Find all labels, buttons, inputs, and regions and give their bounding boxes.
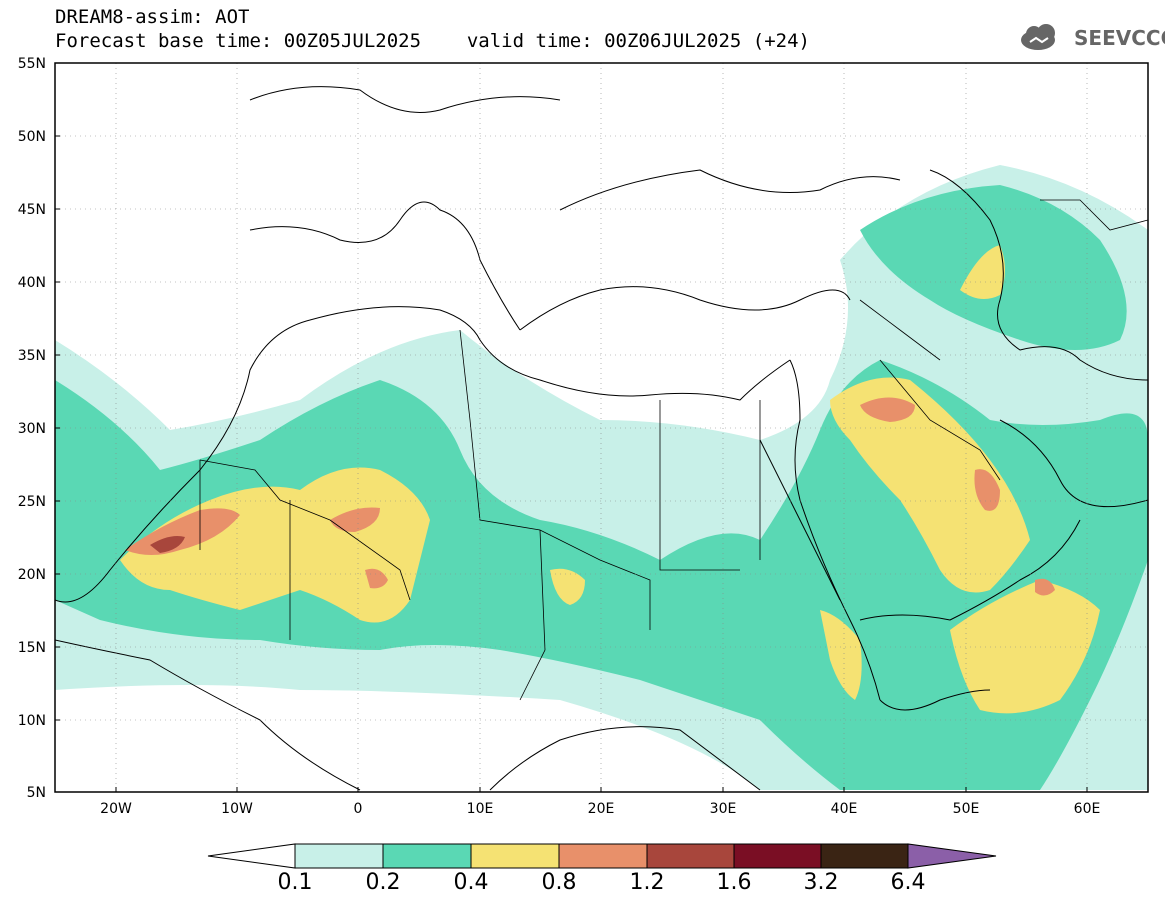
lon-label-40e: 40E: [830, 801, 858, 817]
graticule: [55, 63, 1148, 792]
colorbar-bin-1.6: [733, 843, 822, 869]
colorbar-label-6.4: 6.4: [890, 870, 926, 895]
lat-label-25n: 25N: [17, 494, 46, 510]
lat-label-15n: 15N: [17, 640, 46, 656]
lat-label-55n: 55N: [17, 56, 46, 72]
colorbar-label-0.4: 0.4: [453, 870, 489, 895]
lon-label-20e: 20E: [587, 801, 615, 817]
lat-label-40n: 40N: [17, 275, 46, 291]
colorbar-bin-0.4: [470, 843, 560, 869]
forecast-times: Forecast base time: 00Z05JUL2025 valid t…: [55, 30, 810, 52]
colorbar-bin-0.8: [558, 843, 648, 869]
lon-label-0: 0: [353, 801, 363, 817]
axis-ticks: [55, 135, 1088, 792]
valid-time: valid time: 00Z06JUL2025 (+24): [466, 30, 810, 52]
colorbar-under-arrow: [207, 843, 296, 869]
borders: [199, 199, 1148, 701]
colorbar-bin-1.2: [646, 843, 735, 869]
colorbar-label-1.2: 1.2: [629, 870, 665, 895]
colorbar-bin-3.2: [820, 843, 909, 869]
lon-label-10e: 10E: [466, 801, 494, 817]
seevccc-logo: [1021, 24, 1055, 50]
lon-label-20w: 20W: [100, 801, 132, 817]
lat-label-45n: 45N: [17, 202, 46, 218]
aot-field: [55, 165, 1148, 790]
aot-level-1.2: [150, 536, 185, 553]
colorbar-bin-0.2: [382, 843, 472, 869]
colorbar: [207, 843, 997, 869]
lat-label-35n: 35N: [17, 348, 46, 364]
map-title: DREAM8-assim: AOT: [55, 6, 250, 28]
lat-label-5n: 5N: [26, 785, 46, 801]
lon-label-30e: 30E: [709, 801, 737, 817]
lat-label-50n: 50N: [17, 129, 46, 145]
lat-label-10n: 10N: [17, 713, 46, 729]
lon-label-60e: 60E: [1073, 801, 1101, 817]
lon-label-50e: 50E: [952, 801, 980, 817]
colorbar-label-0.1: 0.1: [277, 870, 313, 895]
cloud-icon: [1021, 24, 1055, 50]
colorbar-label-3.2: 3.2: [803, 870, 839, 895]
lat-label-20n: 20N: [17, 567, 46, 583]
colorbar-over-arrow: [907, 843, 997, 869]
colorbar-label-1.6: 1.6: [716, 870, 752, 895]
lat-label-30n: 30N: [17, 421, 46, 437]
base-time: Forecast base time: 00Z05JUL2025: [55, 30, 422, 52]
colorbar-bin-0.1: [294, 843, 384, 869]
logo-text: SEEVCCC: [1074, 26, 1165, 50]
lon-label-10w: 10W: [221, 801, 253, 817]
colorbar-label-0.2: 0.2: [365, 870, 401, 895]
coastlines: [55, 86, 1148, 791]
aot-level-0.4: [120, 245, 1100, 714]
colorbar-label-0.8: 0.8: [541, 870, 577, 895]
